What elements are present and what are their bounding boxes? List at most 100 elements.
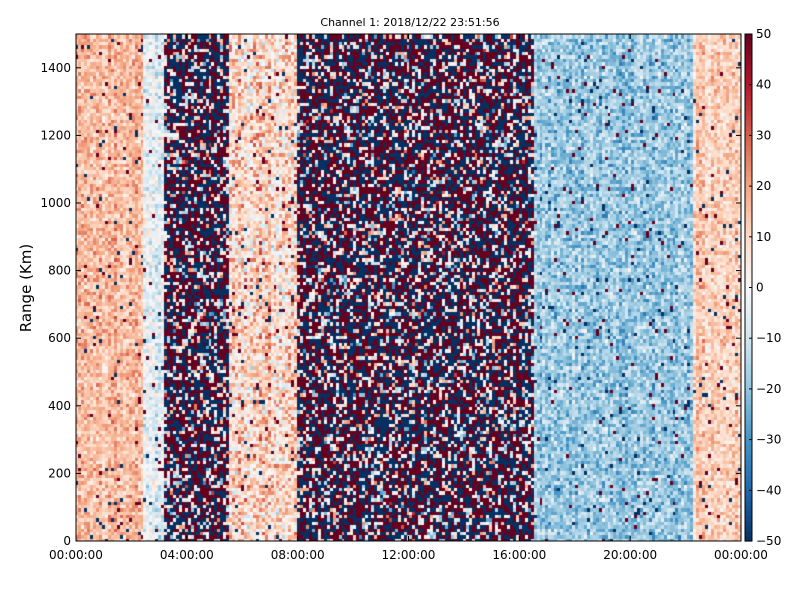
x-tick-label: 20:00:00 (603, 548, 657, 562)
colorbar-segment (745, 257, 752, 263)
colorbar-segment (745, 363, 752, 370)
x-tick-label: 00:00:00 (714, 548, 768, 562)
colorbar-segment (745, 201, 752, 207)
y-tick-label: 0 (63, 534, 71, 548)
colorbar-segment (745, 297, 752, 304)
colorbar-segment (745, 459, 752, 466)
y-tick-label: 200 (48, 466, 71, 480)
colorbar-segment (745, 165, 752, 172)
colorbar-segment (745, 115, 752, 121)
y-tick-label: 1200 (40, 128, 71, 142)
y-tick-label: 600 (48, 331, 71, 345)
colorbar-segment (745, 307, 752, 314)
colorbar-segment (745, 216, 752, 223)
colorbar-segment (745, 429, 752, 436)
colorbar-segment (745, 470, 752, 476)
y-tick-label: 1000 (40, 196, 71, 210)
colorbar-segment (745, 262, 752, 268)
colorbar-segment (745, 135, 752, 142)
colorbar-segment (745, 358, 752, 365)
colorbar-segment (745, 515, 752, 522)
colorbar-segment (745, 160, 752, 167)
colorbar-segment (745, 302, 752, 309)
colorbar-segment (745, 74, 752, 81)
colorbar-segment (745, 404, 752, 410)
plot-area (76, 34, 741, 541)
colorbar-segment (745, 231, 752, 238)
colorbar-segment (745, 181, 752, 187)
colorbar-segment (745, 464, 752, 471)
colorbar (745, 34, 752, 542)
colorbar-segment (745, 206, 752, 213)
colorbar-segment (745, 414, 752, 420)
colorbar-segment (745, 282, 752, 289)
colorbar-segment (745, 170, 752, 177)
colorbar-segment (745, 434, 752, 441)
colorbar-segment (745, 145, 752, 152)
colorbar-segment (745, 353, 752, 360)
colorbar-segment (745, 378, 752, 385)
y-axis-label: Range (Km) (17, 244, 35, 332)
colorbar-segment (745, 226, 752, 233)
colorbar-tick-label: −30 (756, 433, 781, 447)
chart-title: Channel 1: 2018/12/22 23:51:56 (320, 16, 499, 29)
colorbar-segment (745, 272, 752, 278)
colorbar-segment (745, 49, 752, 55)
colorbar-segment (745, 328, 752, 334)
colorbar-segment (745, 480, 752, 486)
colorbar-segment (745, 535, 752, 542)
colorbar-segment (745, 338, 752, 344)
colorbar-segment (745, 368, 752, 375)
colorbar-segment (745, 69, 752, 76)
colorbar-segment (745, 505, 752, 512)
colorbar-segment (745, 150, 752, 157)
colorbar-tick-label: −40 (756, 483, 781, 497)
x-tick-label: 00:00:00 (49, 548, 103, 562)
colorbar-segment (745, 39, 752, 45)
colorbar-tick-label: 50 (756, 27, 771, 41)
colorbar-segment (745, 393, 752, 400)
x-tick-label: 16:00:00 (492, 548, 546, 562)
colorbar-tick-label: 20 (756, 179, 771, 193)
colorbar-segment (745, 89, 752, 96)
colorbar-segment (745, 525, 752, 532)
colorbar-tick-label: −50 (756, 534, 781, 548)
colorbar-segment (745, 419, 752, 425)
colorbar-tick-label: −20 (756, 382, 781, 396)
colorbar-segment (745, 495, 752, 502)
colorbar-segment (745, 211, 752, 218)
colorbar-segment (745, 485, 752, 491)
colorbar-segment (745, 246, 752, 253)
x-tick-label: 12:00:00 (382, 548, 436, 562)
colorbar-segment (745, 317, 752, 324)
colorbar-segment (745, 373, 752, 380)
colorbar-segment (745, 312, 752, 319)
colorbar-segment (745, 79, 752, 86)
colorbar-segment (745, 277, 752, 284)
x-tick-label: 08:00:00 (271, 548, 325, 562)
colorbar-segment (745, 449, 752, 456)
colorbar-segment (745, 490, 752, 496)
colorbar-segment (745, 252, 752, 258)
colorbar-segment (745, 439, 752, 446)
colorbar-segment (745, 64, 752, 71)
colorbar-segment (745, 510, 752, 517)
y-tick-label: 1400 (40, 61, 71, 75)
colorbar-segment (745, 530, 752, 537)
colorbar-tick-label: 40 (756, 78, 771, 92)
colorbar-segment (745, 54, 752, 60)
colorbar-tick-label: 30 (756, 128, 771, 142)
x-axis: 00:00:00 04:00:00 08:00:00 12:00:00 16:00:00… (49, 34, 768, 562)
colorbar-segment (745, 140, 752, 147)
colorbar-segment (745, 409, 752, 415)
colorbar-tick-label: 10 (756, 230, 771, 244)
colorbar-segment (745, 399, 752, 405)
colorbar-segment (745, 130, 752, 136)
colorbar-segment (745, 424, 752, 431)
colorbar-segment (745, 125, 752, 131)
colorbar-segment (745, 287, 752, 294)
colorbar-segment (745, 175, 752, 182)
y-axis: 0 200 400 600 800 1000 1200 1400 (40, 61, 741, 548)
colorbar-segment (745, 236, 752, 243)
